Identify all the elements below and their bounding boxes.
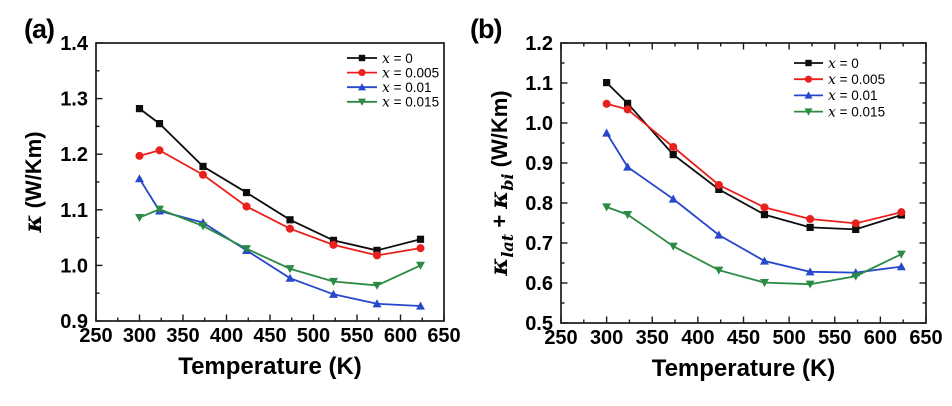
- series-x-0.015: [602, 203, 906, 289]
- panel-b-plot: 250 300 350 400 450 500 550 600 650 0.5 0.6 0.7 0.8 0…: [484, 33, 943, 382]
- svg-text:x = 0.01: x = 0.01: [828, 88, 878, 104]
- svg-text:550: 550: [818, 327, 851, 349]
- svg-text:650: 650: [427, 325, 460, 347]
- svg-text:x = 0.015: x = 0.015: [382, 95, 439, 111]
- panel-a-plot: 250 300 350 400 450 500 550 600 650 0.9 1.0 1.1 1.2 1…: [18, 33, 461, 380]
- svg-text:0.8: 0.8: [525, 193, 553, 215]
- svg-text:350: 350: [636, 327, 669, 349]
- svg-text:0.9: 0.9: [525, 153, 553, 175]
- svg-text:x = 0.005: x = 0.005: [382, 65, 439, 81]
- svg-text:500: 500: [297, 325, 330, 347]
- svg-text:1.1: 1.1: [60, 200, 88, 222]
- svg-text:350: 350: [166, 325, 199, 347]
- panel-b-label: (b): [470, 14, 503, 44]
- tick-labels: 250 300 350 400 450 500 550 600 650 0.9 1.0 1.1 1.2 1…: [60, 33, 461, 347]
- svg-text:250: 250: [544, 327, 577, 349]
- svg-text:300: 300: [123, 325, 156, 347]
- svg-text:650: 650: [909, 327, 942, 349]
- svg-text:1.0: 1.0: [525, 113, 553, 135]
- panel-a-label: (a): [24, 14, 55, 44]
- svg-text:250: 250: [79, 325, 112, 347]
- x-axis-title: Temperature (K): [178, 353, 362, 380]
- svg-text:600: 600: [384, 325, 417, 347]
- x-axis-title: Temperature (K): [652, 355, 836, 382]
- svg-text:1.2: 1.2: [525, 33, 553, 55]
- series-x-0.01: [135, 174, 425, 310]
- series-x-0: [135, 105, 425, 254]
- svg-text:0.9: 0.9: [60, 311, 88, 333]
- svg-text:300: 300: [590, 327, 623, 349]
- series-x-0.005: [135, 146, 425, 260]
- svg-text:x = 0: x = 0: [828, 56, 859, 72]
- y-axis-title: κlat + κbi (W/Km): [484, 90, 517, 276]
- svg-text:1.2: 1.2: [60, 144, 88, 166]
- svg-text:450: 450: [253, 325, 286, 347]
- svg-text:500: 500: [772, 327, 805, 349]
- svg-text:400: 400: [210, 325, 243, 347]
- svg-text:600: 600: [864, 327, 897, 349]
- svg-text:0.7: 0.7: [525, 233, 553, 255]
- svg-text:0.6: 0.6: [525, 273, 553, 295]
- svg-text:400: 400: [681, 327, 714, 349]
- y-axis-title: κ (W/Km): [18, 131, 47, 233]
- axes: [560, 42, 927, 324]
- series-x-0.015: [135, 205, 425, 290]
- svg-text:1.4: 1.4: [60, 33, 89, 55]
- svg-text:450: 450: [727, 327, 760, 349]
- tick-labels: 250 300 350 400 450 500 550 600 650 0.5 0.6 0.7 0.8 0…: [525, 33, 943, 349]
- svg-text:x = 0: x = 0: [382, 51, 413, 67]
- svg-text:550: 550: [340, 325, 373, 347]
- series-x-0.005: [602, 99, 906, 228]
- svg-text:x = 0.01: x = 0.01: [382, 80, 432, 96]
- svg-text:1.3: 1.3: [60, 89, 88, 111]
- panel-b: (b) 250 300 350 400 450 500 550 600 650 0.5 0.6 0.7…: [470, 0, 952, 406]
- svg-text:1.1: 1.1: [525, 73, 553, 95]
- svg-text:x = 0.005: x = 0.005: [828, 72, 885, 88]
- svg-text:1.0: 1.0: [60, 255, 88, 277]
- panel-a: (a) 250 300 350 400 450 500 550 600 650 0.9 1.0 1.1…: [18, 14, 461, 380]
- svg-text:x = 0.015: x = 0.015: [828, 104, 885, 120]
- svg-text:0.5: 0.5: [525, 313, 553, 335]
- axes: [95, 42, 445, 322]
